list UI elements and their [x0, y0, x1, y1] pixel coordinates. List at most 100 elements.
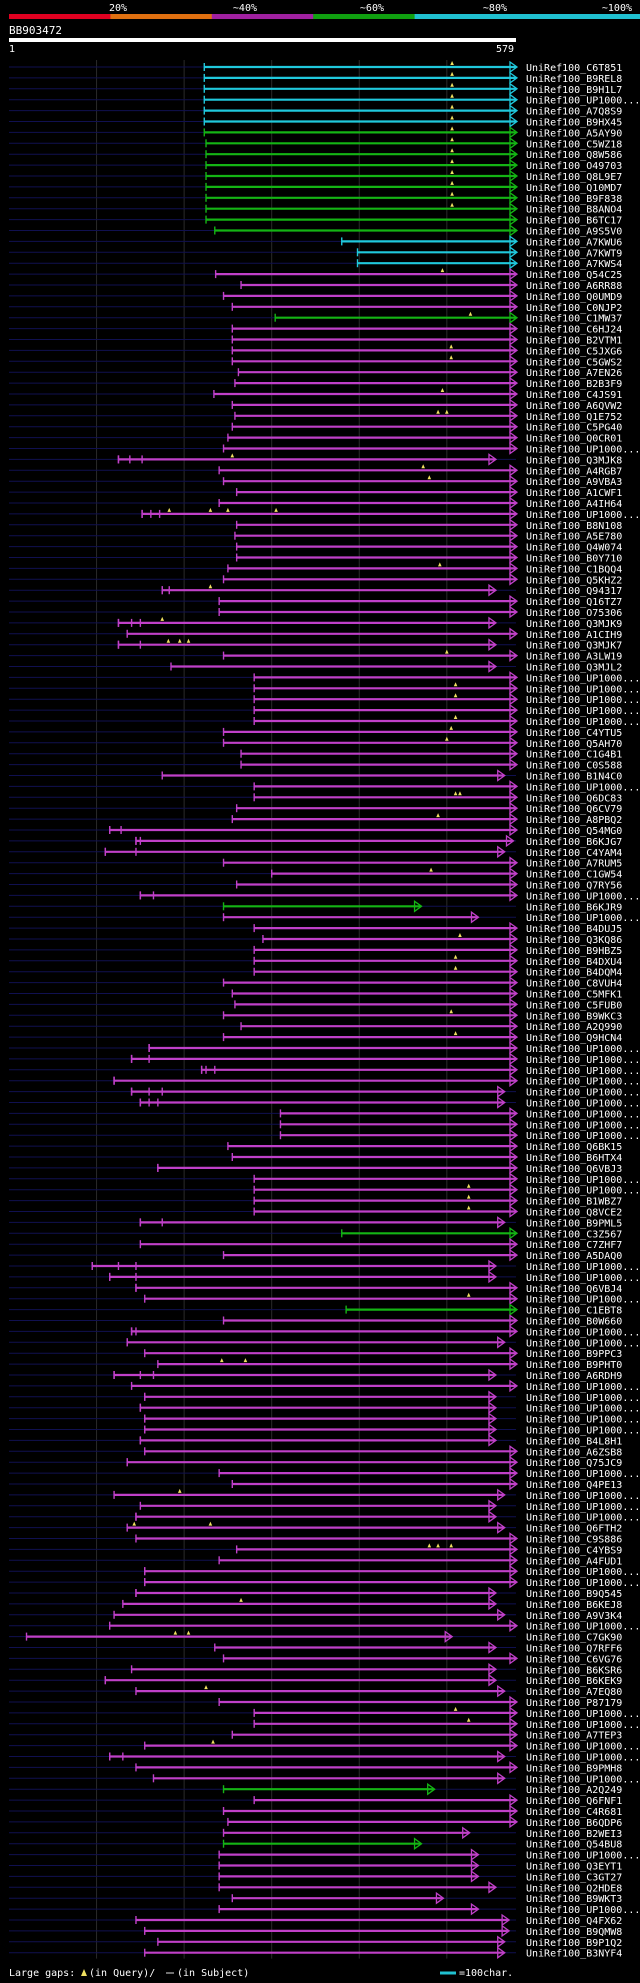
- hit-end-arrow: [509, 246, 519, 259]
- hit-row: UniRef100_Q0UMD9: [9, 289, 622, 303]
- hit-end-arrow: [509, 1161, 519, 1175]
- query-gap-marker: [445, 649, 449, 654]
- hit-end-arrow: [488, 660, 498, 673]
- hit-label: UniRef100_A7KWU6: [526, 237, 622, 248]
- hit-label: UniRef100_Q16TZ7: [526, 597, 622, 608]
- hit-row: UniRef100_UP1000...: [9, 889, 640, 902]
- hit-label: UniRef100_A6QVW2: [526, 401, 622, 412]
- hit-row: UniRef100_B9PHT0: [9, 1357, 622, 1371]
- hit-end-arrow: [509, 1793, 519, 1807]
- hit-label: UniRef100_Q4PE13: [526, 1480, 622, 1491]
- hit-end-arrow: [509, 1739, 519, 1752]
- hit-label: UniRef100_UP1000...: [526, 1338, 640, 1349]
- hit-row: UniRef100_B9PMH8: [9, 1761, 622, 1774]
- hit-end-arrow: [509, 1150, 519, 1164]
- hit-label: UniRef100_B4DUJ5: [526, 924, 622, 935]
- hit-label: UniRef100_A5E780: [526, 532, 622, 543]
- hit-end-arrow: [462, 1826, 471, 1840]
- hit-label: UniRef100_UP1000...: [526, 510, 640, 521]
- query-gap-marker: [208, 507, 213, 512]
- hit-end-arrow: [470, 1848, 480, 1861]
- hit-row: UniRef100_B1N4C0: [9, 769, 622, 783]
- hit-label: UniRef100_C1BQQ4: [526, 564, 622, 575]
- hit-label: UniRef100_A7KWS4: [526, 259, 622, 270]
- hit-end-arrow: [509, 1292, 519, 1305]
- hit-label: UniRef100_UP1000...: [526, 1393, 640, 1404]
- hit-row: UniRef100_Q54BU8: [9, 1837, 622, 1851]
- hit-row: UniRef100_UP1000...: [9, 682, 640, 695]
- hit-end-arrow: [509, 725, 519, 739]
- query-gap-marker: [450, 71, 454, 76]
- hit-end-arrow: [509, 322, 519, 335]
- hit-end-arrow: [509, 1194, 519, 1207]
- hit-label: UniRef100_A7EN26: [526, 368, 622, 379]
- hit-label: UniRef100_Q4W074: [526, 543, 622, 554]
- hit-label: UniRef100_C5JXG6: [526, 346, 622, 357]
- hit-end-arrow: [509, 256, 519, 270]
- hit-end-arrow: [497, 1946, 506, 1959]
- query-gap-marker: [208, 1521, 213, 1526]
- hit-row: UniRef100_B6TC17: [9, 213, 622, 227]
- hit-end-arrow: [509, 1325, 519, 1338]
- hit-end-arrow: [509, 93, 519, 106]
- hit-end-arrow: [509, 464, 519, 477]
- hit-row: UniRef100_C9S886: [9, 1532, 622, 1546]
- hit-row: UniRef100_Q75JC9: [9, 1455, 622, 1469]
- hit-row: UniRef100_C1BQQ4: [9, 562, 622, 575]
- hit-end-arrow: [509, 137, 519, 150]
- hit-row: UniRef100_UP1000...: [9, 1466, 640, 1480]
- hit-end-arrow: [470, 1870, 480, 1883]
- hit-row: UniRef100_A4FUD1: [9, 1554, 622, 1567]
- hit-label: UniRef100_UP1000...: [526, 1720, 640, 1731]
- hit-row: UniRef100_UP1000...: [9, 1096, 640, 1110]
- grid-lines: [96, 60, 448, 1959]
- hit-row: UniRef100_A7EQ80: [9, 1684, 622, 1698]
- hit-end-arrow: [488, 1673, 498, 1687]
- hit-label: UniRef100_B9F838: [526, 194, 622, 205]
- hit-label: UniRef100_A9VBA3: [526, 477, 622, 488]
- query-gap-marker: [230, 453, 235, 458]
- hit-end-arrow: [509, 1063, 519, 1077]
- query-gap-marker: [450, 115, 454, 120]
- hit-row: UniRef100_UP1000...: [9, 1423, 640, 1437]
- hit-label: UniRef100_UP1000...: [526, 96, 640, 107]
- hit-row: UniRef100_A9VBA3: [9, 474, 622, 488]
- hit-end-arrow: [509, 736, 519, 750]
- hit-end-arrow: [509, 921, 519, 935]
- hit-label: UniRef100_C6T851: [526, 63, 622, 74]
- hit-end-arrow: [509, 1695, 519, 1709]
- hit-row: UniRef100_UP1000...: [9, 1052, 640, 1066]
- hit-label: UniRef100_A8PBQ2: [526, 815, 622, 826]
- hit-end-arrow: [509, 649, 519, 662]
- hit-label: UniRef100_UP1000...: [526, 1099, 640, 1110]
- hit-row: UniRef100_Q2HDE8: [9, 1881, 622, 1894]
- hit-row: UniRef100_C4YBS9: [9, 1543, 622, 1556]
- hit-label: UniRef100_UP1000...: [526, 445, 640, 456]
- hit-end-arrow: [509, 692, 519, 706]
- hit-end-arrow: [509, 169, 519, 183]
- hit-end-arrow: [488, 1510, 498, 1523]
- hit-end-arrow: [509, 333, 519, 346]
- hit-label: UniRef100_A2Q990: [526, 1022, 622, 1033]
- hit-row: UniRef100_A6QVW2: [9, 398, 622, 412]
- query-gap-marker: [449, 1543, 454, 1548]
- hit-label: UniRef100_Q6VBJ4: [526, 1284, 622, 1295]
- hit-label: UniRef100_UP1000...: [526, 1774, 640, 1785]
- hit-row: UniRef100_B9WKC3: [9, 1009, 622, 1022]
- hit-row: UniRef100_B2B3F9: [9, 376, 622, 390]
- legend-scale: =100char.: [459, 1968, 513, 1979]
- hit-end-arrow: [488, 616, 498, 630]
- hit-label: UniRef100_B6KJG7: [526, 837, 622, 848]
- query-gap-marker: [440, 388, 445, 392]
- hit-end-arrow: [509, 1030, 519, 1044]
- hit-label: UniRef100_A3LW19: [526, 652, 622, 663]
- hit-end-arrow: [509, 1183, 519, 1196]
- hit-end-arrow: [509, 60, 519, 74]
- hit-label: UniRef100_Q10MD7: [526, 183, 622, 194]
- hit-label: UniRef100_Q2HDE8: [526, 1883, 622, 1894]
- hit-label: UniRef100_C1EBT8: [526, 1306, 622, 1317]
- hit-label: UniRef100_B9QMW8: [526, 1927, 622, 1938]
- hit-row: UniRef100_Q8VCE2: [9, 1205, 622, 1219]
- hit-label: UniRef100_UP1000...: [526, 1327, 640, 1338]
